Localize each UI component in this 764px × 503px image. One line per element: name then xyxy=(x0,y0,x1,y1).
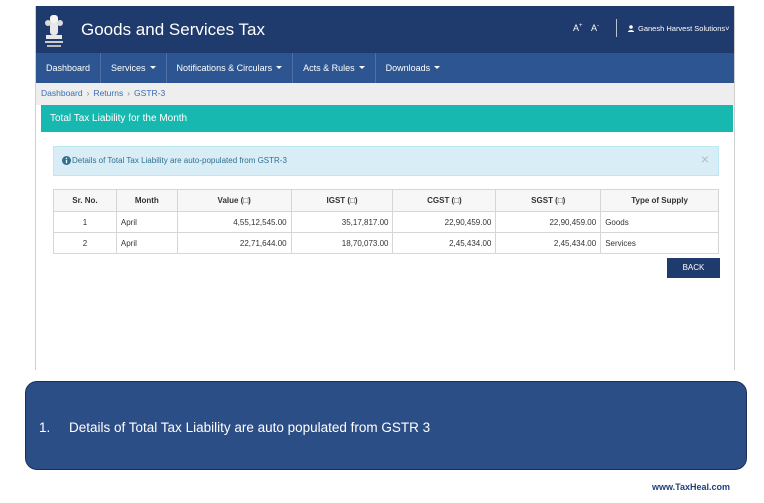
nav-acts-rules[interactable]: Acts & Rules xyxy=(293,53,376,83)
header-divider xyxy=(616,19,617,37)
table-row: 1 April 4,55,12,545.00 35,17,817.00 22,9… xyxy=(53,211,719,233)
col-cgst: CGST (□) xyxy=(392,189,497,212)
col-igst: IGST (□) xyxy=(290,189,394,212)
cell-sgst: 2,45,434.00 xyxy=(495,232,602,254)
national-emblem-icon xyxy=(45,15,63,47)
user-menu[interactable]: Ganesh Harvest Solutions˅ xyxy=(628,24,730,33)
col-month: Month xyxy=(115,189,178,212)
cell-cgst: 22,90,459.00 xyxy=(392,211,497,233)
tax-liability-table: Sr. No. Month Value (□) IGST (□) CGST (□… xyxy=(53,189,719,254)
site-title: Goods and Services Tax xyxy=(81,20,265,39)
user-name: Ganesh Harvest Solutions xyxy=(638,24,726,33)
note-text: Details of Total Tax Liability are auto … xyxy=(69,420,431,435)
breadcrumb-separator: › xyxy=(86,88,90,98)
user-icon xyxy=(628,25,634,32)
note-number: 1. xyxy=(39,420,51,435)
gst-portal-window: Goods and Services Tax A+ A- Ganesh Harv… xyxy=(35,6,735,370)
col-sgst: SGST (□) xyxy=(495,189,602,212)
cell-sgst: 22,90,459.00 xyxy=(495,211,602,233)
info-icon xyxy=(62,156,71,165)
nav-downloads[interactable]: Downloads xyxy=(376,53,451,83)
breadcrumb-gstr3: GSTR-3 xyxy=(134,88,166,98)
cell-igst: 35,17,817.00 xyxy=(290,211,394,233)
breadcrumb-separator: › xyxy=(127,88,131,98)
close-icon[interactable]: × xyxy=(700,151,709,167)
info-alert: Details of Total Tax Liability are auto-… xyxy=(53,146,719,176)
col-type-of-supply: Type of Supply xyxy=(600,189,719,212)
breadcrumb-dashboard[interactable]: Dashboard xyxy=(41,88,83,98)
cell-cgst: 2,45,434.00 xyxy=(392,232,497,254)
site-header: Goods and Services Tax A+ A- Ganesh Harv… xyxy=(36,6,734,53)
nav-notifications[interactable]: Notifications & Circulars xyxy=(167,53,294,83)
section-title: Total Tax Liability for the Month xyxy=(41,105,733,132)
cell-value: 22,71,644.00 xyxy=(176,232,292,254)
font-decrease-button[interactable]: A- xyxy=(591,23,600,33)
cell-sr-no: 2 xyxy=(53,232,117,254)
nav-dashboard[interactable]: Dashboard xyxy=(36,53,102,83)
chevron-down-icon: ˅ xyxy=(725,24,730,33)
breadcrumb: Dashboard › Returns › GSTR-3 xyxy=(36,83,734,105)
caret-down-icon xyxy=(149,66,156,69)
col-value: Value (□) xyxy=(176,189,292,212)
font-increase-button[interactable]: A+ xyxy=(573,23,583,33)
back-button[interactable]: BACK xyxy=(667,258,720,278)
caret-down-icon xyxy=(434,66,441,69)
alert-message: Details of Total Tax Liability are auto-… xyxy=(72,156,287,165)
table-header-row: Sr. No. Month Value (□) IGST (□) CGST (□… xyxy=(53,189,719,212)
caret-down-icon xyxy=(358,66,365,69)
cell-igst: 18,70,073.00 xyxy=(290,232,394,254)
callout-note: 1. Details of Total Tax Liability are au… xyxy=(25,381,747,470)
cell-value: 4,55,12,545.00 xyxy=(176,211,292,233)
nav-services[interactable]: Services xyxy=(101,53,167,83)
cell-type-of-supply: Goods xyxy=(600,211,719,233)
cell-month: April xyxy=(115,211,178,233)
breadcrumb-returns[interactable]: Returns xyxy=(93,88,124,98)
caret-down-icon xyxy=(276,66,283,69)
cell-type-of-supply: Services xyxy=(600,232,719,254)
cell-sr-no: 1 xyxy=(53,211,117,233)
col-sr-no: Sr. No. xyxy=(53,189,117,212)
table-row: 2 April 22,71,644.00 18,70,073.00 2,45,4… xyxy=(53,232,719,254)
watermark: www.TaxHeal.com xyxy=(652,482,731,492)
cell-month: April xyxy=(115,232,178,254)
main-nav: Dashboard Services Notifications & Circu… xyxy=(36,53,734,83)
